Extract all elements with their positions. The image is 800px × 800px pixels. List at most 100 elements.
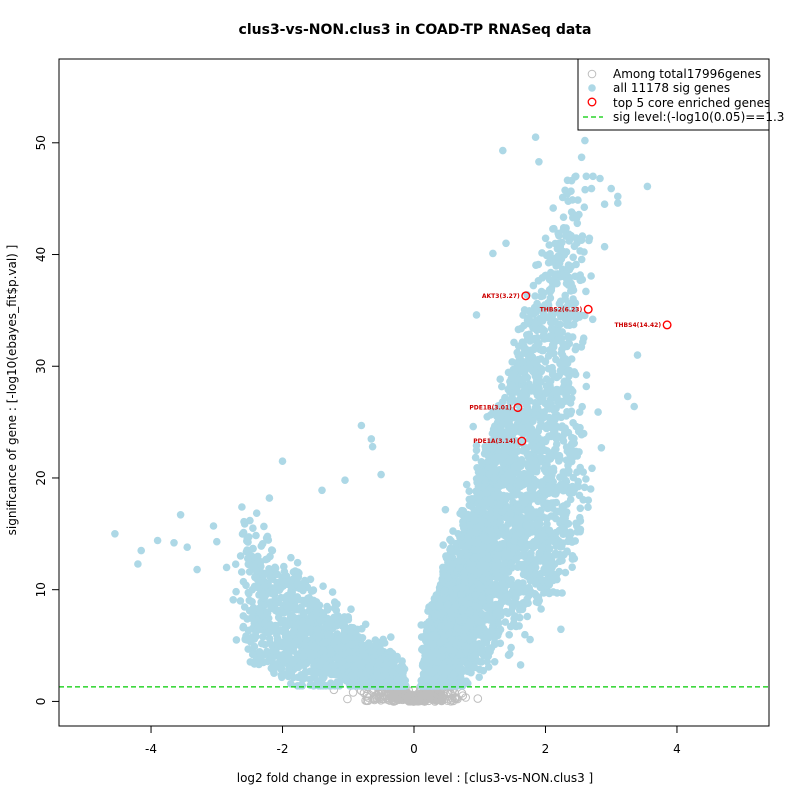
sig-gene-point — [519, 365, 528, 374]
nonsig-gene-point — [406, 696, 416, 706]
sig-gene-point — [286, 613, 295, 621]
sig-gene-point — [239, 528, 248, 537]
sig-gene-point — [257, 652, 266, 660]
sig-gene-point — [393, 675, 402, 684]
sig-gene-point — [301, 641, 309, 649]
nonsig-gene-point — [361, 696, 370, 705]
sig-gene-point — [327, 668, 336, 677]
sig-gene-point — [270, 669, 278, 677]
sig-gene-point — [518, 338, 527, 347]
sig-gene-point — [242, 581, 250, 590]
sig-gene-point — [526, 635, 534, 644]
sig-gene-point — [321, 638, 330, 647]
sig-gene-point — [526, 364, 534, 373]
sig-gene-point — [508, 358, 516, 366]
sig-gene-point — [576, 504, 585, 513]
sig-gene-point — [232, 636, 241, 644]
chart-title: clus3-vs-NON.clus3 in COAD-TP RNASeq dat… — [239, 22, 592, 38]
sig-gene-point — [304, 594, 312, 603]
sig-gene-point — [456, 509, 464, 518]
sig-gene-point — [283, 577, 292, 586]
sig-gene-point — [331, 682, 339, 690]
sig-gene-point — [265, 634, 274, 643]
sig-gene-point — [293, 593, 302, 601]
sig-gene-point — [256, 608, 265, 616]
sig-gene-point — [252, 509, 261, 517]
sig-gene-point — [347, 628, 355, 636]
sig-gene-point — [364, 640, 373, 649]
sig-gene-point — [306, 654, 315, 662]
sig-gene-point — [236, 597, 245, 605]
sig-gene-point — [279, 609, 288, 617]
sig-gene-point — [300, 661, 308, 670]
sig-gene-point — [232, 587, 240, 596]
sig-gene-point — [526, 485, 535, 493]
nonsig-gene-point — [447, 695, 456, 705]
sig-gene-point — [248, 585, 257, 594]
sig-gene-point — [559, 213, 568, 221]
sig-gene-point — [259, 571, 268, 580]
sig-gene-point — [556, 366, 565, 375]
sig-gene-point — [441, 505, 450, 514]
sig-gene-point — [264, 628, 272, 637]
sig-gene-point — [246, 516, 254, 525]
sig-gene-point — [240, 517, 248, 526]
nonsig-gene-point — [391, 690, 401, 700]
sig-gene-point — [307, 587, 316, 595]
sig-gene-point — [439, 541, 448, 549]
sig-gene-point — [462, 480, 471, 489]
sig-gene-point — [577, 255, 586, 264]
sig-gene-point — [302, 668, 311, 677]
sig-gene-point — [397, 666, 405, 675]
nonsig-gene-point — [348, 688, 358, 697]
sig-gene-point — [365, 662, 374, 671]
nonsig-gene-point — [452, 693, 461, 703]
sig-gene-point — [328, 588, 337, 596]
sig-gene-point — [248, 614, 256, 623]
sig-gene-point — [557, 625, 565, 634]
nonsig-gene-point — [343, 694, 352, 704]
sig-gene-point — [393, 652, 401, 661]
sig-gene-point — [375, 677, 384, 685]
sig-gene-point — [582, 172, 591, 181]
sig-gene-point — [571, 537, 579, 545]
sig-gene-point — [514, 325, 523, 334]
nonsig-gene-point — [401, 694, 411, 703]
sig-gene-point — [315, 661, 324, 670]
sig-gene-point — [490, 658, 499, 666]
sig-gene-point — [299, 617, 307, 626]
sig-gene-point — [475, 673, 484, 681]
sig-gene-point — [258, 591, 267, 600]
sig-gene-point — [558, 589, 566, 597]
nonsig-gene-point — [451, 694, 460, 704]
sig-gene-point — [299, 652, 307, 661]
sig-gene-point — [576, 463, 584, 472]
sig-gene-point — [569, 473, 578, 482]
sig-gene-point — [266, 574, 275, 582]
sig-gene-point — [289, 627, 298, 635]
sig-gene-point — [505, 650, 514, 658]
sig-gene-point — [363, 681, 372, 690]
sig-gene-point — [464, 667, 472, 676]
sig-gene-point — [541, 234, 550, 243]
sig-gene-point — [347, 605, 355, 613]
sig-gene-point — [563, 342, 571, 351]
data-points-layer — [111, 97, 652, 706]
sig-gene-point — [545, 589, 554, 598]
sig-gene-point — [333, 621, 341, 630]
sig-gene-point — [569, 419, 577, 427]
sig-gene-point — [537, 287, 546, 296]
sig-gene-point — [324, 604, 332, 613]
sig-gene-point — [327, 646, 335, 655]
sig-gene-point — [387, 633, 395, 641]
sig-gene-point — [388, 668, 396, 676]
sig-gene-point — [544, 258, 553, 267]
sig-gene-point — [579, 334, 588, 343]
sig-gene-point — [306, 575, 315, 584]
nonsig-gene-point — [420, 693, 429, 702]
sig-gene-point — [249, 544, 257, 553]
sig-gene-point — [556, 320, 564, 329]
sig-gene-point — [266, 621, 274, 630]
sig-gene-point — [566, 495, 575, 504]
sig-gene-point — [542, 424, 551, 433]
